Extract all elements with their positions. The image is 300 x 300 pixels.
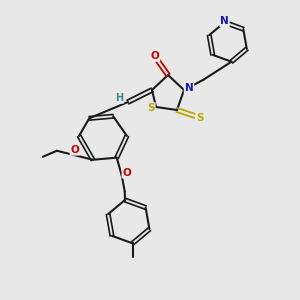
Text: H: H bbox=[115, 93, 123, 103]
Text: S: S bbox=[196, 113, 204, 123]
Text: N: N bbox=[184, 83, 194, 93]
Text: O: O bbox=[122, 168, 131, 178]
Text: O: O bbox=[151, 51, 159, 61]
Text: S: S bbox=[147, 103, 155, 113]
Text: O: O bbox=[70, 145, 79, 155]
Text: N: N bbox=[220, 16, 229, 26]
